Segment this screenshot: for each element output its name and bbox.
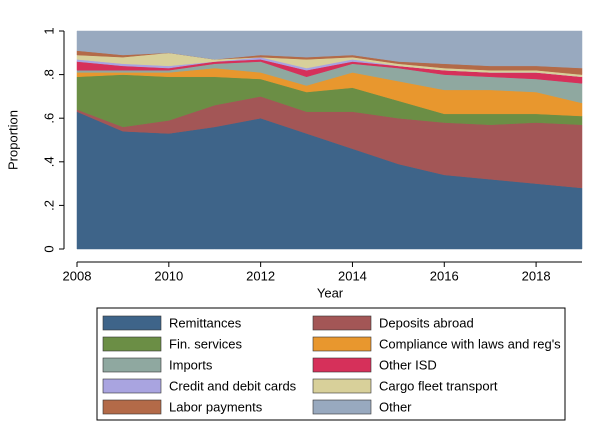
- x-tick-label: 2014: [338, 268, 367, 283]
- legend-label: Imports: [169, 357, 213, 372]
- y-tick-label: 1: [41, 27, 56, 34]
- legend-label: Deposits abroad: [379, 315, 474, 330]
- legend-swatch: [312, 378, 372, 394]
- x-axis-label: Year: [317, 285, 344, 300]
- legend-swatch: [312, 399, 372, 415]
- legend-label: Labor payments: [169, 399, 263, 414]
- x-tick-label: 2010: [154, 268, 183, 283]
- legend-swatch: [102, 315, 162, 331]
- legend-label: Credit and debit cards: [169, 378, 297, 393]
- legend-swatch: [102, 357, 162, 373]
- legend-swatch: [102, 336, 162, 352]
- y-tick-label: .6: [41, 113, 56, 124]
- area: [76, 30, 583, 69]
- legend-swatch: [312, 357, 372, 373]
- y-tick-label: 0: [41, 245, 56, 252]
- x-tick-label: 2018: [522, 268, 551, 283]
- legend-label: Cargo fleet transport: [379, 378, 498, 393]
- y-tick-label: .4: [41, 156, 56, 167]
- y-tick-label: .2: [41, 200, 56, 211]
- legend-swatch: [102, 378, 162, 394]
- y-axis-label: Proportion: [5, 110, 20, 170]
- x-tick-label: 2012: [246, 268, 275, 283]
- y-tick-label: .8: [41, 69, 56, 80]
- x-tick-label: 2016: [430, 268, 459, 283]
- legend-label: Fin. services: [169, 336, 242, 351]
- legend-label: Other: [379, 399, 412, 414]
- legend-swatch: [312, 336, 372, 352]
- legend-label: Other ISD: [379, 357, 437, 372]
- legend-swatch: [312, 315, 372, 331]
- legend-label: Remittances: [169, 315, 242, 330]
- legend-swatch: [102, 399, 162, 415]
- x-tick-label: 2008: [63, 268, 92, 283]
- legend-label: Compliance with laws and reg's: [379, 336, 561, 351]
